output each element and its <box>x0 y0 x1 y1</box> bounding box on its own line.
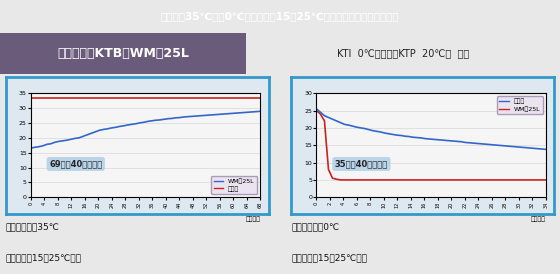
Text: ボックス：KTB－WM－25L: ボックス：KTB－WM－25L <box>57 47 189 60</box>
Text: 維持温度：15〜25℃以内: 維持温度：15〜25℃以内 <box>291 253 367 262</box>
Text: 69時間40分を維持: 69時間40分を維持 <box>49 159 102 169</box>
Legend: 恒温室, WM－25L: 恒温室, WM－25L <box>497 96 543 114</box>
Text: 外気温設定：35℃: 外気温設定：35℃ <box>6 223 59 232</box>
FancyBboxPatch shape <box>0 33 246 74</box>
Text: 経過時間: 経過時間 <box>245 216 260 222</box>
Text: KTI  0℃用６個　KTP  20℃用  ８個: KTI 0℃用６個 KTP 20℃用 ８個 <box>337 48 469 58</box>
Text: 「外気温35℃及び0℃を想定した15〜25℃輸送」を目的とした使用例: 「外気温35℃及び0℃を想定した15〜25℃輸送」を目的とした使用例 <box>161 12 399 21</box>
Text: 経過時間: 経過時間 <box>531 216 546 222</box>
Text: 外気温設定：0℃: 外気温設定：0℃ <box>291 223 339 232</box>
Text: 35時間40分を維持: 35時間40分を維持 <box>335 159 388 169</box>
Text: 維持温度：15〜25℃以内: 維持温度：15〜25℃以内 <box>6 253 82 262</box>
Legend: WM－25L, 恒温室: WM－25L, 恒温室 <box>211 176 257 194</box>
